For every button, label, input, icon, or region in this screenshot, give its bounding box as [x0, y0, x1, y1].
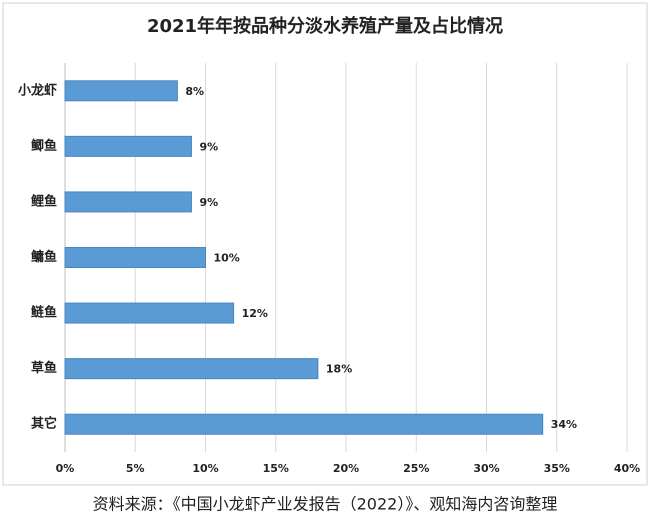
- y-tick-label: 鲢鱼: [31, 305, 57, 321]
- y-tick-label: 草鱼: [31, 360, 57, 376]
- x-tick-label: 25%: [403, 462, 429, 475]
- value-label: 9%: [199, 196, 218, 209]
- source-note: 资料来源：《中国小龙虾产业发报告（2022）》、观知海内咨询整理: [93, 495, 558, 514]
- y-tick-label: 鳙鱼: [31, 249, 57, 265]
- y-tick-label: 鲫鱼: [31, 138, 57, 154]
- value-label: 18%: [326, 363, 352, 376]
- x-tick-label: 20%: [333, 462, 359, 475]
- x-tick-label: 10%: [192, 462, 218, 475]
- bar: [64, 413, 544, 435]
- x-tick-label: 15%: [263, 462, 289, 475]
- bar: [64, 135, 192, 157]
- bar: [64, 247, 206, 268]
- y-tick-label: 其它: [31, 416, 57, 432]
- x-tick-label: 5%: [126, 462, 145, 475]
- x-tick-label: 0%: [56, 462, 75, 475]
- value-label: 10%: [214, 252, 240, 265]
- bar: [64, 191, 192, 213]
- chart-title: 2021年年按品种分淡水养殖产量及占比情况: [147, 15, 503, 37]
- x-tick-label: 40%: [614, 462, 640, 475]
- x-tick-label: 30%: [473, 462, 499, 475]
- chart-frame: [2, 2, 648, 486]
- bar: [64, 302, 235, 324]
- value-label: 9%: [199, 140, 218, 153]
- bar: [64, 358, 319, 380]
- y-tick-label: 小龙虾: [18, 82, 57, 98]
- x-tick-label: 35%: [544, 462, 570, 475]
- value-label: 34%: [551, 418, 577, 431]
- bar: [64, 80, 178, 102]
- y-tick-label: 鲤鱼: [30, 193, 57, 209]
- value-label: 12%: [242, 307, 268, 320]
- value-label: 8%: [185, 85, 204, 98]
